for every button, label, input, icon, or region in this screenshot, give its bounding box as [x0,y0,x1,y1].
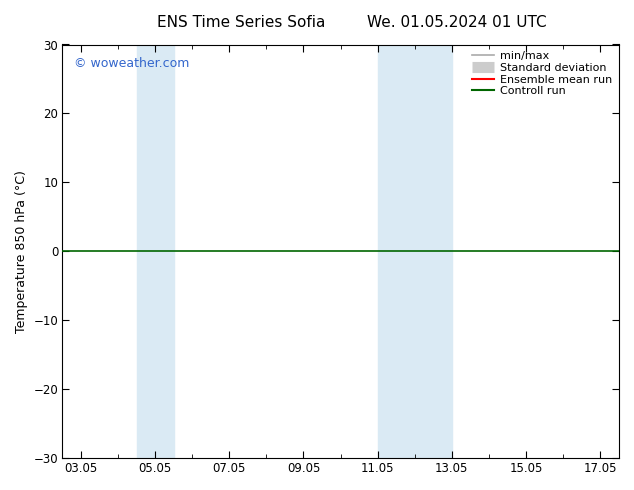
Text: We. 01.05.2024 01 UTC: We. 01.05.2024 01 UTC [366,15,547,30]
Legend: min/max, Standard deviation, Ensemble mean run, Controll run: min/max, Standard deviation, Ensemble me… [467,47,616,100]
Bar [378,45,452,458]
Y-axis label: Temperature 850 hPa (°C): Temperature 850 hPa (°C) [15,170,28,333]
Text: © woweather.com: © woweather.com [74,57,189,70]
Bar [136,45,174,458]
Text: ENS Time Series Sofia: ENS Time Series Sofia [157,15,325,30]
